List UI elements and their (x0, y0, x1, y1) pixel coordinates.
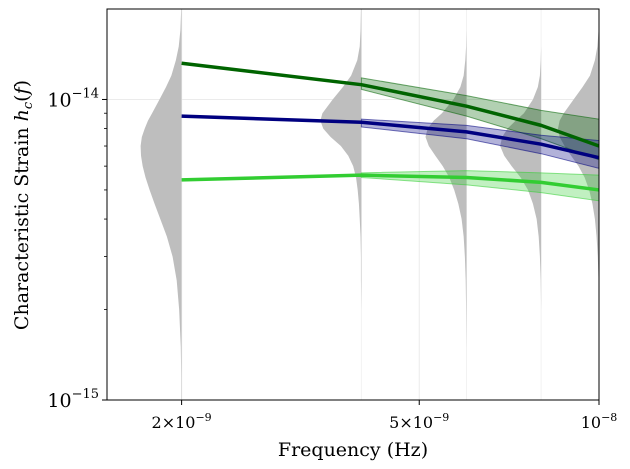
y-axis-label: Characteristic Strain hc(f) (11, 80, 36, 330)
violin-4 (558, 9, 599, 400)
plot-frame (106, 8, 600, 401)
axis-tick-labels: 2×10−9 5×10−9 10−8 10−15 10−14 (47, 86, 617, 432)
violin-distributions (140, 9, 599, 400)
y-tick-label: 10−14 (47, 86, 99, 111)
y-tick-label: 10−15 (47, 387, 99, 412)
violin-0 (140, 9, 182, 400)
x-axis-label: Frequency (Hz) (278, 439, 428, 461)
axis-ticks (102, 98, 600, 405)
dark-green-model-line (181, 61, 600, 148)
x-tick-label: 5×10−9 (389, 411, 449, 432)
navy-model-line (181, 114, 600, 160)
x-tick-label: 10−8 (581, 411, 618, 432)
violin-2 (425, 9, 467, 400)
violin-3 (500, 9, 542, 400)
violin-1 (320, 9, 362, 400)
series-lines (181, 61, 600, 192)
x-tick-label: 2×10−9 (152, 411, 212, 432)
lime-green-model-line (181, 173, 600, 192)
uncertainty-bands (360, 77, 600, 202)
